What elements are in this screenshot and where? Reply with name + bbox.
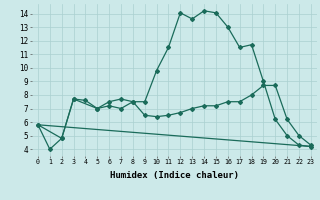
X-axis label: Humidex (Indice chaleur): Humidex (Indice chaleur)	[110, 171, 239, 180]
